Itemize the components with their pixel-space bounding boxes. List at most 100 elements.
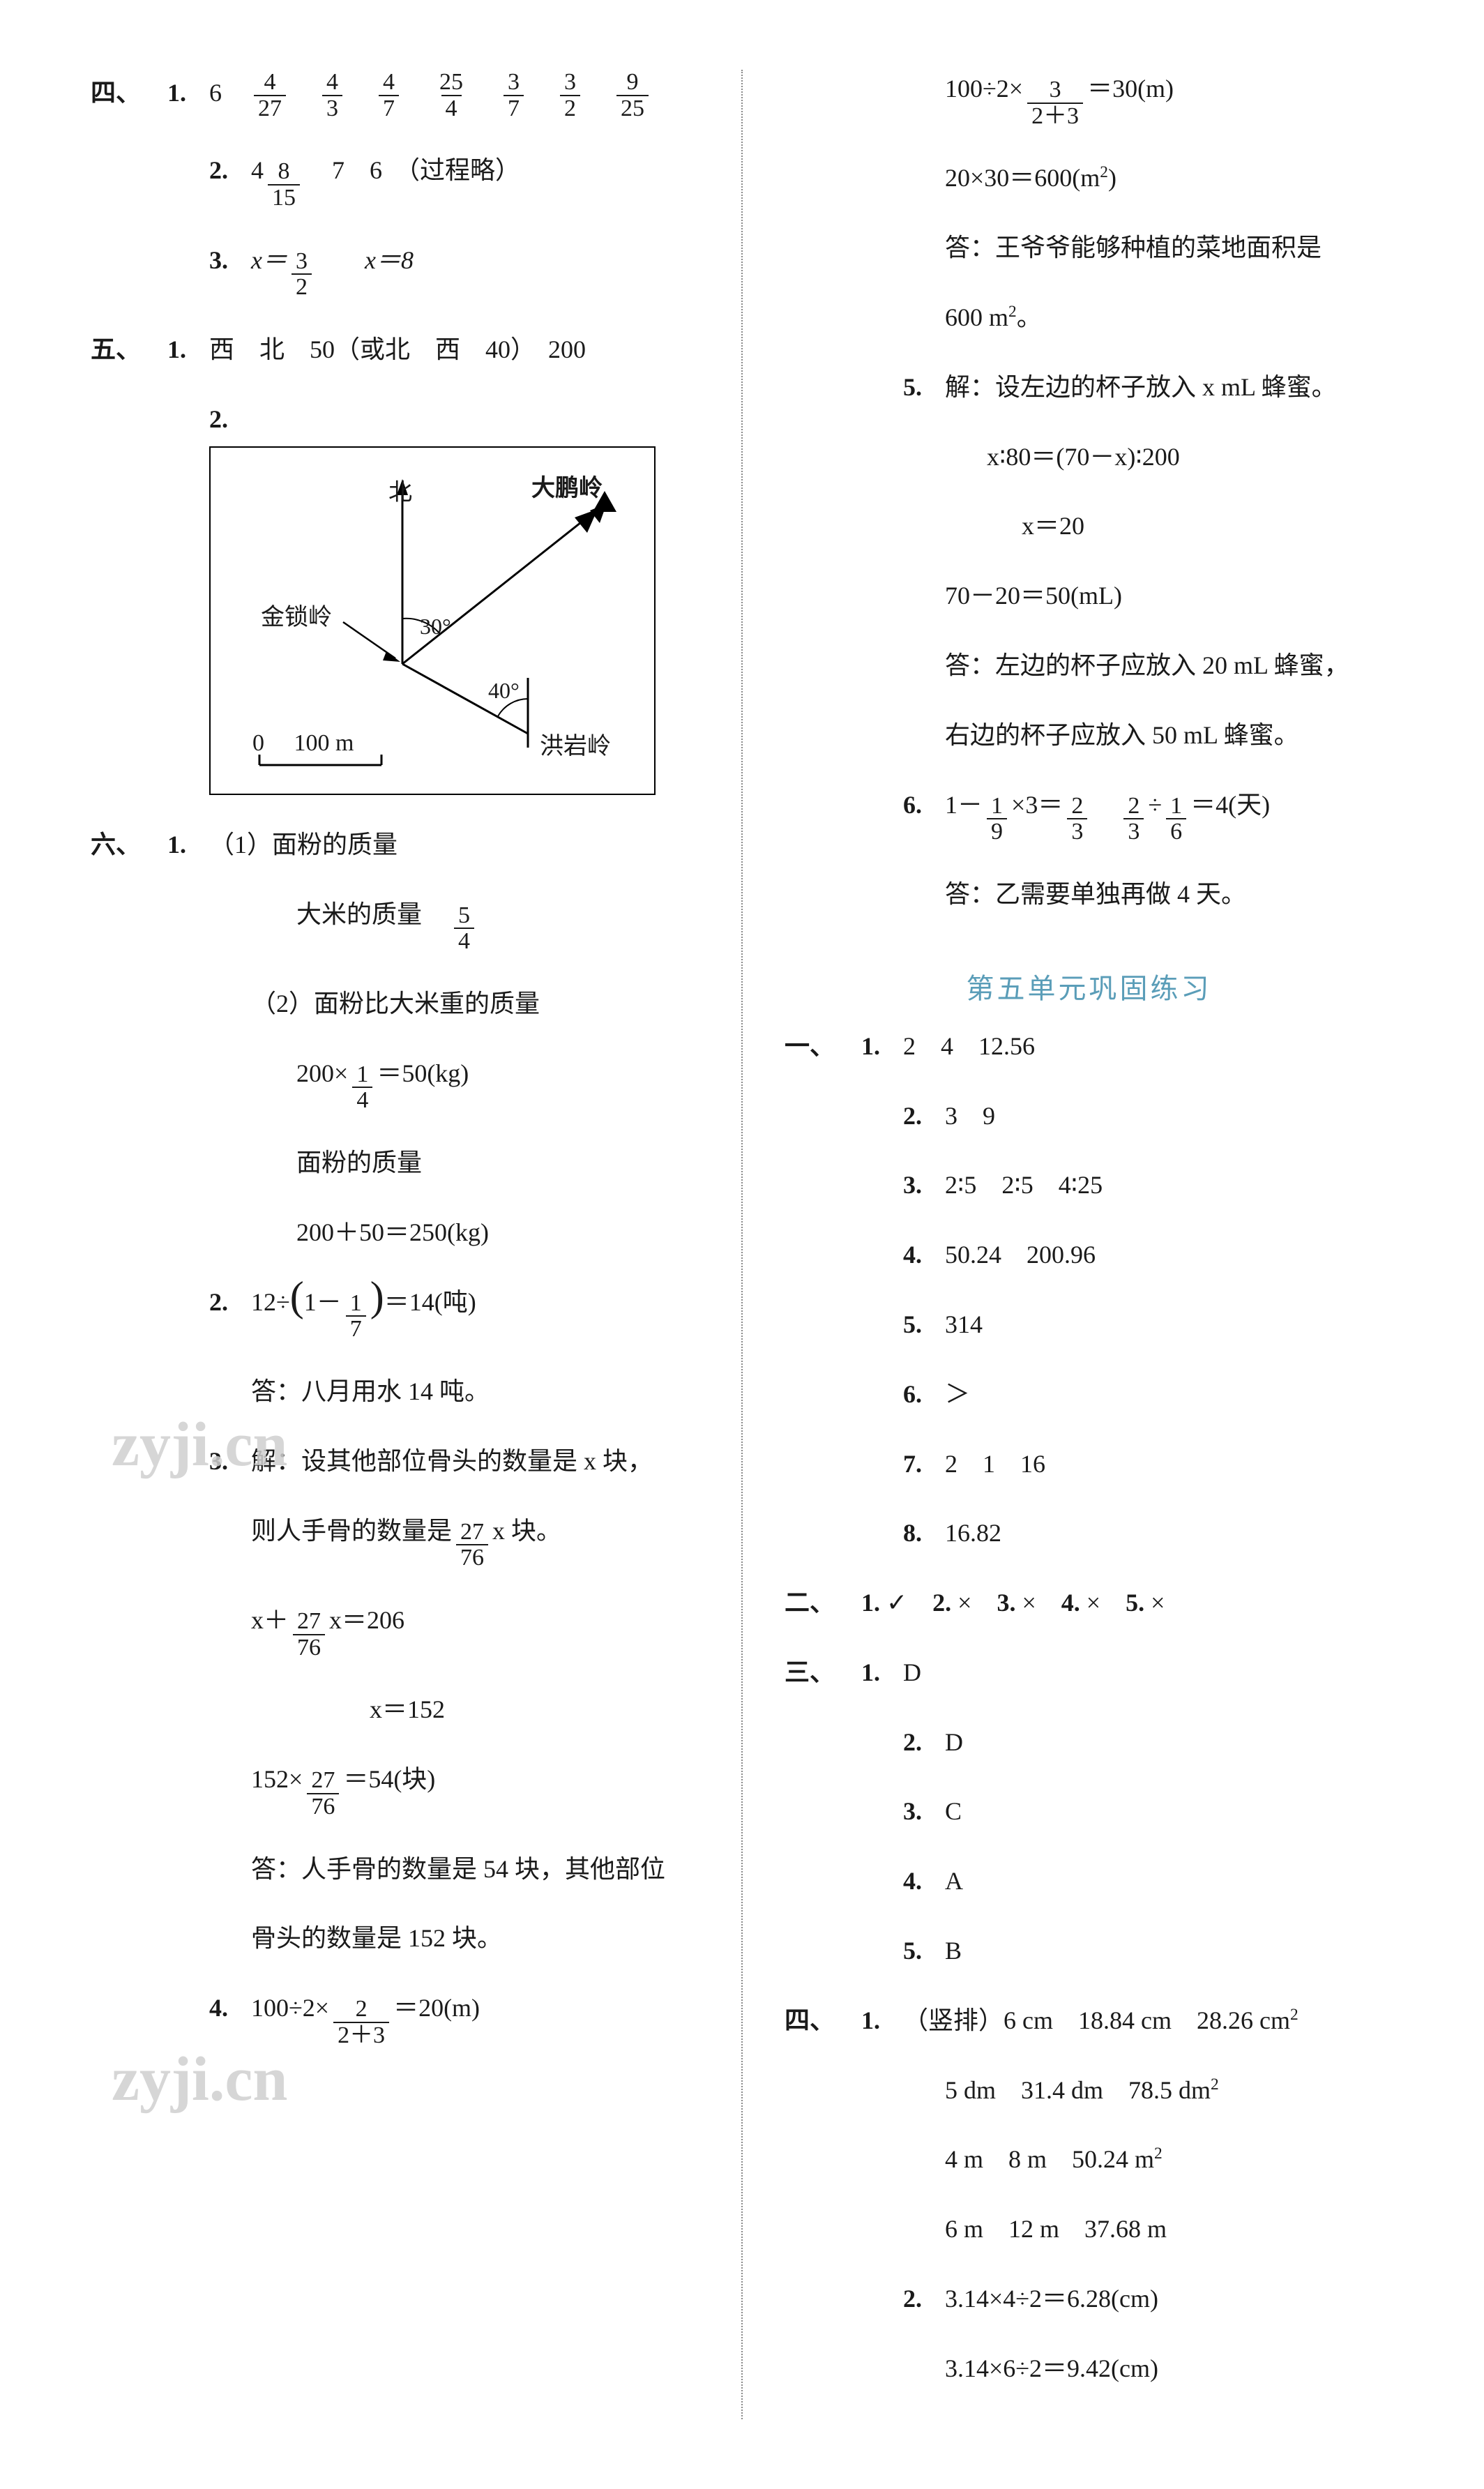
r-s1-item: 5.314: [903, 1306, 1393, 1345]
rc-l1a: 100÷2×: [945, 70, 1023, 109]
r-s4-q1-l4: 6 m 12 m 37.68 m: [945, 2210, 1393, 2249]
r-s3-item: 2.D: [903, 1723, 1393, 1762]
r-s4q1-l2: 5 dm 31.4 dm 78.5 dm2: [945, 2071, 1219, 2110]
r-s4-q2-l1: 2. 3.14×4÷2＝6.28(cm): [903, 2280, 1393, 2319]
rq6-f4: 16: [1166, 794, 1186, 845]
s5q2-num: 2.: [209, 400, 251, 439]
sec6-q1-l3: （2）面粉比大米重的质量: [251, 985, 699, 1024]
rq6-a: 1－: [945, 786, 983, 825]
fraction: 37: [503, 70, 524, 121]
dia-jinsuo: 金锁岭: [261, 598, 332, 632]
sec4-q3: 3. x＝ 32 x＝8: [209, 241, 699, 300]
item-num: 8.: [903, 1514, 945, 1553]
item-num: 4.: [903, 1862, 945, 1901]
sec6-q3-ans2: 骨头的数量是 152 块。: [251, 1919, 699, 1958]
rq5-ans1: 答：左边的杯子应放入 20 mL 蜂蜜，: [945, 646, 1349, 686]
unit-5-title: 第五单元巩固练习: [785, 966, 1393, 1006]
q1-lead: 6: [209, 74, 222, 113]
item-text: C: [945, 1792, 962, 1831]
r-s1-label: 一、: [785, 1027, 861, 1066]
s6q2-f: 17: [346, 1291, 366, 1342]
r-q5-l4: 70－20＝50(mL): [945, 577, 1393, 616]
sec5-q2-head: 2.: [209, 400, 699, 439]
rc-l4: 600 m2。: [945, 298, 1042, 338]
rq5-num: 5.: [903, 368, 945, 407]
r-cont-l2: 20×30＝600(m2): [945, 159, 1393, 198]
s6q3-l2f: 2776: [456, 1520, 488, 1571]
sec4-label: 四、: [91, 74, 167, 113]
sec6-q2-ans: 答：八月用水 14 吨。: [251, 1372, 699, 1412]
item-text: 2 1 16: [945, 1445, 1045, 1484]
rq5-l4: 70－20＝50(mL): [945, 577, 1122, 616]
r-s1-item: 一、1.2 4 12.56: [785, 1027, 1393, 1066]
sec6-q3-l4: x＝152: [370, 1690, 699, 1730]
r-cont-l3: 答：王爷爷能够种植的菜地面积是: [945, 229, 1393, 268]
s6q1-l6: 200＋50＝250(kg): [296, 1213, 489, 1253]
fraction: 32: [560, 70, 580, 121]
item-text: D: [945, 1723, 963, 1762]
sec6-q2: 2. 12÷ ( 1－ 17 ) ＝14(吨): [209, 1283, 699, 1342]
q1-num: 1.: [167, 74, 209, 113]
rq6-f2: 23: [1067, 794, 1087, 845]
sec5-label: 五、: [91, 331, 167, 370]
s5q1-num: 1.: [167, 331, 209, 370]
item-text: 314: [945, 1306, 983, 1345]
fraction: 925: [616, 70, 649, 121]
r-sec2: 二、 1. ✓ 2. × 3. × 4. × 5. ×: [785, 1584, 1393, 1623]
sec6-q1-l4: 200× 14 ＝50(kg): [296, 1054, 699, 1113]
item-text: D: [903, 1654, 921, 1693]
item-num: 1.: [861, 1654, 903, 1693]
sec6-q3-l2: 则人手骨的数量是 2776 x 块。: [251, 1512, 699, 1571]
item-num: 2.: [903, 1097, 945, 1136]
sec6-q1-l2: 大米的质量 54: [296, 895, 699, 954]
sec6-q3-l5: 152× 2776 ＝54(块): [251, 1760, 699, 1819]
r-s2-t: 1. ✓ 2. × 3. × 4. × 5. ×: [861, 1584, 1165, 1623]
s6q3-num: 3.: [209, 1442, 251, 1481]
item-num: 4.: [903, 1236, 945, 1275]
r-q5-ans1: 答：左边的杯子应放入 20 mL 蜂蜜，: [945, 646, 1393, 686]
fraction: 254: [435, 70, 467, 121]
left-column: 四、 1. 6 42743472543732925 2. 4 815 7 6 （…: [91, 70, 699, 2419]
r-s3-item: 4.A: [903, 1862, 1393, 1901]
rc-l1b: ＝30(m): [1087, 70, 1174, 109]
s6q4-f: 22＋3: [333, 1997, 389, 2048]
q1-fractions: 42743472543732925: [250, 70, 681, 121]
q3-eq2: x＝8: [365, 241, 414, 280]
item-text: ＞: [945, 1375, 970, 1414]
sec6-q3-l3: x＋ 2776 x＝206: [251, 1601, 699, 1660]
rq6-b: ×3＝: [1011, 786, 1063, 825]
r-s3-item: 5.B: [903, 1932, 1393, 1971]
s6q2-ia: 1－: [304, 1283, 342, 1322]
r-s1-item: 6.＞: [903, 1375, 1393, 1414]
s6q1-l5: 面粉的质量: [296, 1144, 422, 1183]
s6q2-a: 12÷: [251, 1283, 290, 1322]
item-num: 2.: [903, 1723, 945, 1762]
s6q1-num: 1.: [167, 826, 209, 865]
sec6-q3-l1: 3. 解：设其他部位骨头的数量是 x 块，: [209, 1442, 699, 1481]
fraction: 47: [379, 70, 399, 121]
compass-diagram: 北 大鹏岭 金锁岭 30° 40° 洪岩岭 0 100 m: [209, 446, 656, 795]
s6q1-l3: （2）面粉比大米重的质量: [251, 985, 540, 1024]
item-num: 7.: [903, 1445, 945, 1484]
r-s4q1-l4: 6 m 12 m 37.68 m: [945, 2210, 1167, 2249]
watermark-2: zyji.cn: [112, 2043, 287, 2115]
s6q4-b: ＝20(m): [393, 1989, 480, 2028]
page-two-column: 四、 1. 6 42743472543732925 2. 4 815 7 6 （…: [91, 70, 1393, 2419]
r-s4-q1-l3: 4 m 8 m 50.24 m2: [945, 2140, 1393, 2179]
r-s1-item: 7.2 1 16: [903, 1445, 1393, 1484]
s6q4-a: 100÷2×: [251, 1989, 329, 2028]
sec6-q1-l5: 面粉的质量: [296, 1144, 699, 1183]
r-s3-label: 三、: [785, 1654, 861, 1693]
s6q3-l3b: x＝206: [329, 1601, 404, 1640]
s6q3-ans2: 骨头的数量是 152 块。: [251, 1919, 502, 1958]
dia-scale: 0 100 m: [252, 723, 354, 757]
item-text: A: [945, 1862, 963, 1901]
r-s1-item: 2.3 9: [903, 1097, 1393, 1136]
dia-north: 北: [388, 473, 412, 507]
r-s4q2-num: 2.: [903, 2280, 945, 2319]
rq6-f1: 19: [987, 794, 1007, 845]
q2-num: 2.: [209, 151, 251, 190]
paren-r: ): [370, 1288, 384, 1305]
r-s1-item: 3.2∶5 2∶5 4∶25: [903, 1166, 1393, 1205]
s6q2-b: ＝14(吨): [384, 1283, 476, 1322]
